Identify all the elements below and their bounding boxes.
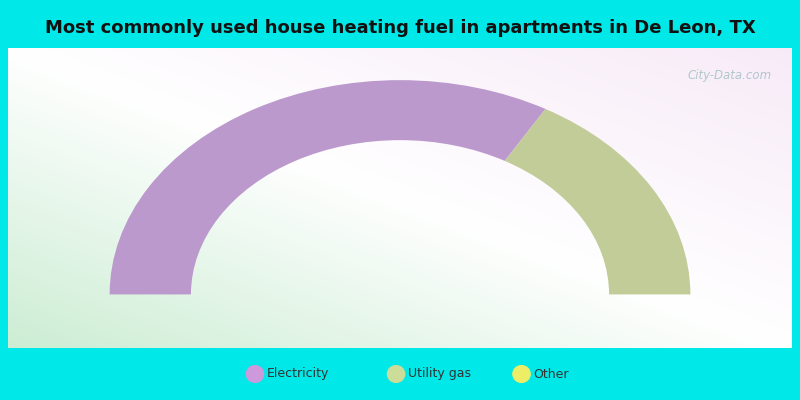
Text: Utility gas: Utility gas	[408, 368, 471, 380]
Text: Most commonly used house heating fuel in apartments in De Leon, TX: Most commonly used house heating fuel in…	[45, 19, 755, 37]
Text: Electricity: Electricity	[266, 368, 329, 380]
Text: Other: Other	[534, 368, 569, 380]
Ellipse shape	[387, 366, 405, 382]
Wedge shape	[505, 109, 690, 294]
Text: City-Data.com: City-Data.com	[687, 70, 772, 82]
Ellipse shape	[513, 366, 530, 382]
Wedge shape	[110, 80, 546, 294]
Ellipse shape	[246, 366, 263, 382]
